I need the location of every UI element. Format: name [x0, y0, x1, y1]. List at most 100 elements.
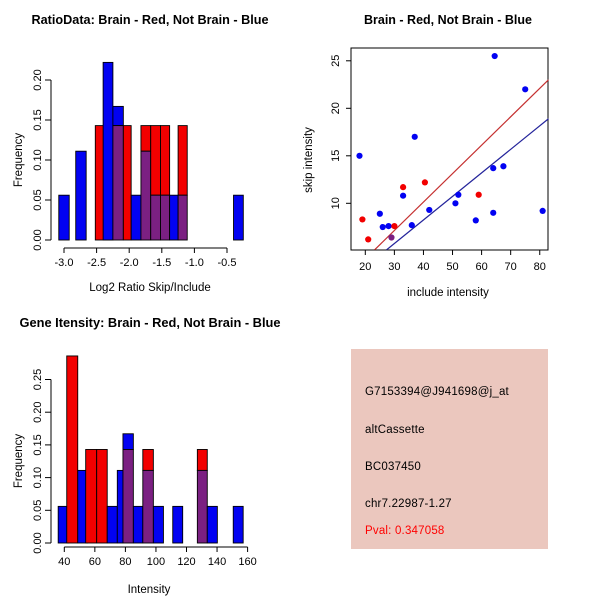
scatter-point-blue [411, 133, 418, 140]
x-tick-label: 60 [89, 556, 101, 568]
histogram-bar [102, 61, 114, 241]
x-tick-label: 40 [417, 261, 429, 273]
scatter-point-red [421, 179, 429, 186]
x-tick-label: -1.0 [185, 257, 204, 269]
histogram-bar [152, 505, 164, 544]
y-tick-label: 0.05 [32, 500, 44, 521]
scatter-point-red [359, 216, 366, 223]
histogram-bar [112, 125, 124, 241]
scatter-point-red [391, 223, 398, 230]
pval-text: Pval: 0.347058 [365, 525, 445, 537]
scatter-point-blue [522, 86, 529, 93]
y-tick-label: 0.10 [32, 467, 44, 488]
histogram-bar [196, 469, 208, 544]
scatter-point-red [365, 236, 372, 243]
histogram-bar [172, 505, 184, 544]
accession-text: BC037450 [365, 461, 421, 473]
x-tick-label: 140 [208, 556, 226, 568]
scatter-point-blue [408, 222, 415, 229]
y-tick-label: 20 [330, 102, 342, 114]
histogram-bar [122, 125, 132, 241]
splice-type-text: altCassette [365, 424, 425, 436]
panel-title: Brain - Red, Not Brain - Blue [364, 13, 532, 27]
scatter-point-blue [500, 163, 507, 170]
histogram-bar [150, 125, 161, 196]
x-tick-label: 160 [238, 556, 256, 568]
y-tick-label: 0.20 [32, 69, 44, 90]
scatter-point-blue [490, 165, 497, 172]
histogram-bar [232, 505, 244, 544]
y-tick-label: 10 [330, 197, 342, 209]
scatter-point-blue [472, 217, 479, 224]
y-tick-label: 25 [330, 55, 342, 67]
info-panel: G7153394@J941698@j_at altCassette BC0374… [351, 349, 548, 549]
y-axis-label: Frequency [13, 434, 25, 489]
histogram-bar [177, 125, 188, 196]
x-tick-label: 120 [177, 556, 195, 568]
y-tick-label: 0.00 [32, 229, 44, 250]
y-axis-label: skip intensity [303, 127, 315, 193]
x-tick-label: -0.5 [218, 257, 237, 269]
histogram-bar [233, 194, 244, 241]
x-tick-label: -2.0 [120, 257, 139, 269]
y-tick-label: 0.05 [32, 189, 44, 210]
histogram-bar [116, 469, 124, 544]
y-axis-label: Frequency [13, 133, 25, 188]
histogram-bar [196, 449, 208, 471]
scatter-point-blue [399, 192, 407, 199]
histogram-bar [122, 433, 134, 450]
x-tick-label: 20 [359, 261, 371, 273]
y-tick-label: 0.00 [32, 532, 44, 553]
y-tick-label: 0.25 [32, 369, 44, 390]
plot-box [350, 47, 549, 251]
histogram-bar [106, 505, 118, 544]
scatter-point-blue [356, 152, 363, 159]
scatter-point-blue [539, 207, 546, 214]
histogram-bar [58, 194, 70, 241]
scatter-point-blue [452, 200, 459, 207]
x-tick-label: 30 [388, 261, 400, 273]
x-tick-label: 80 [534, 261, 546, 273]
scatter-point-blue [385, 223, 392, 230]
histogram-bar [75, 150, 87, 241]
histogram-bar [96, 449, 108, 544]
histogram-bar [140, 125, 152, 152]
y-tick-label: 0.20 [32, 401, 44, 422]
scatter-point-blue [426, 206, 433, 214]
panel-title: RatioData: Brain - Red, Not Brain - Blue [32, 13, 269, 27]
histogram-bar [112, 105, 124, 127]
x-axis-label: Intensity [128, 584, 171, 596]
histogram-bar [142, 449, 154, 471]
scatter-point-overlap [388, 234, 395, 241]
y-tick-label: 0.15 [32, 434, 44, 455]
histogram-bar [66, 355, 79, 544]
x-axis-label: Log2 Ratio Skip/Include [89, 282, 210, 294]
histogram-bar [132, 505, 144, 544]
histogram-bar [150, 194, 161, 241]
histogram-bar [177, 194, 188, 241]
locus-text: chr7.22987-1.27 [365, 498, 452, 510]
scatter-point-blue [376, 210, 383, 217]
histogram-bar [169, 194, 179, 241]
scatter-point-red [399, 184, 407, 191]
y-tick-label: 0.15 [32, 109, 44, 130]
histogram-bar [160, 125, 171, 196]
x-tick-label: -1.5 [152, 257, 171, 269]
regression-line-blue [386, 118, 549, 251]
x-tick-label: 50 [446, 261, 458, 273]
histogram-bar [130, 194, 142, 241]
histogram-bar [142, 469, 154, 544]
x-tick-label: 40 [58, 556, 70, 568]
histogram-bar [160, 194, 171, 241]
histogram-bar [206, 505, 218, 544]
scatter-point-blue [491, 52, 498, 60]
panel-title: Gene Itensity: Brain - Red, Not Brain - … [20, 316, 281, 330]
scatter-point-blue [490, 209, 497, 216]
y-tick-label: 15 [330, 150, 342, 162]
x-tick-label: 80 [119, 556, 131, 568]
histogram-bar [85, 449, 98, 544]
scatter-point-blue [379, 223, 386, 231]
x-axis-label: include intensity [407, 287, 489, 299]
x-tick-label: 100 [147, 556, 165, 568]
